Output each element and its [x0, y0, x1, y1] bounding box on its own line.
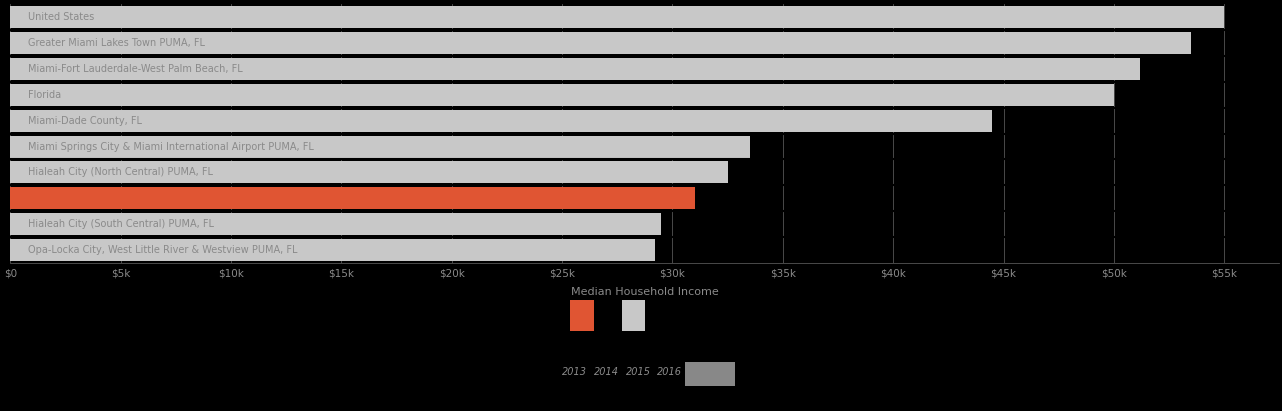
Bar — [10, 162, 728, 183]
Bar — [10, 58, 1141, 80]
Bar — [10, 136, 750, 157]
Text: 2014: 2014 — [594, 367, 619, 377]
Text: Miami-Dade County, FL: Miami-Dade County, FL — [28, 115, 142, 126]
Text: Opa-Locka City, West Little River & Westview PUMA, FL: Opa-Locka City, West Little River & West… — [28, 245, 297, 255]
Text: Greater Miami Lakes Town PUMA, FL: Greater Miami Lakes Town PUMA, FL — [28, 38, 205, 48]
Bar — [10, 239, 655, 261]
Text: Hialeah City (North Central) PUMA, FL: Hialeah City (North Central) PUMA, FL — [28, 167, 213, 178]
Bar — [10, 110, 992, 132]
Text: Miami Springs City & Miami International Airport PUMA, FL: Miami Springs City & Miami International… — [28, 141, 314, 152]
Text: Florida: Florida — [28, 90, 62, 100]
Text: Miami-Fort Lauderdale-West Palm Beach, FL: Miami-Fort Lauderdale-West Palm Beach, F… — [28, 64, 242, 74]
X-axis label: Median Household Income: Median Household Income — [570, 287, 719, 297]
Text: 2016: 2016 — [656, 367, 682, 377]
Text: Hialeah City (South Central) PUMA, FL: Hialeah City (South Central) PUMA, FL — [28, 219, 214, 229]
Bar — [10, 213, 662, 235]
Text: 2013: 2013 — [562, 367, 587, 377]
Bar — [10, 32, 1191, 54]
Text: United States: United States — [28, 12, 94, 22]
Text: Hialeah, FL: Hialeah, FL — [28, 193, 82, 203]
Bar — [10, 6, 1224, 28]
Text: 2015: 2015 — [626, 367, 651, 377]
Bar — [10, 187, 695, 209]
Bar — [10, 84, 1114, 106]
